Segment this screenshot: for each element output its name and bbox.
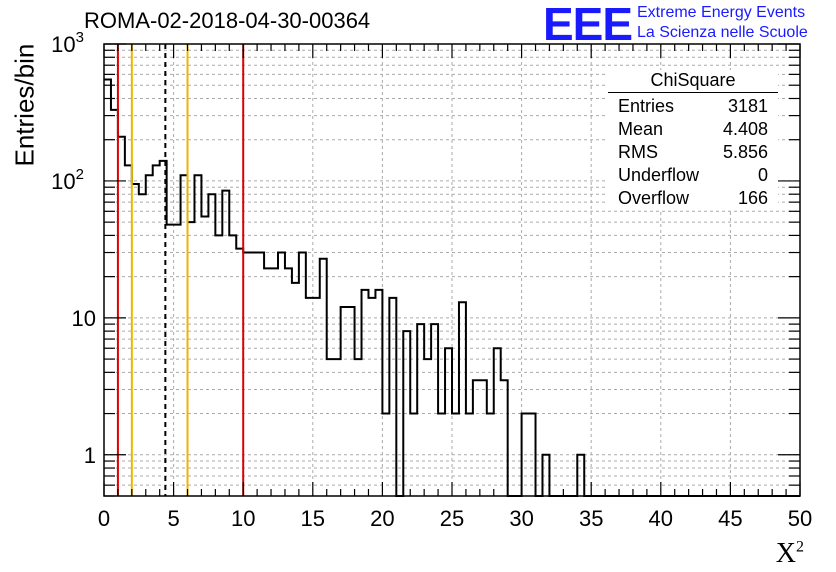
stats-row-mean: Mean 4.408 <box>608 118 778 141</box>
x-tick-label: 0 <box>98 506 110 531</box>
stats-row-overflow: Overflow 166 <box>608 187 778 210</box>
eee-logo: EEE <box>543 0 633 50</box>
y-tick-label: 102 <box>51 166 84 194</box>
y-tick-label: 103 <box>51 29 84 57</box>
chart-title: ROMA-02-2018-04-30-00364 <box>84 8 371 33</box>
x-axis-label-base: X <box>775 538 796 569</box>
stats-row-rms: RMS 5.856 <box>608 141 778 164</box>
x-tick-label: 20 <box>370 506 394 531</box>
x-tick-label: 30 <box>509 506 533 531</box>
stats-label: Underflow <box>618 165 700 185</box>
x-tick-label: 10 <box>231 506 255 531</box>
x-tick-label: 15 <box>301 506 325 531</box>
logo-line1: Extreme Energy Events <box>637 4 806 21</box>
stats-value: 4.408 <box>722 119 768 139</box>
stats-value: 3181 <box>727 96 768 116</box>
x-axis-label-sup: 2 <box>796 538 804 556</box>
y-tick-label: 1 <box>84 443 96 468</box>
stats-row-entries: Entries 3181 <box>608 95 778 118</box>
x-tick-label: 50 <box>788 506 812 531</box>
stats-label: Overflow <box>618 188 690 208</box>
stats-label: Mean <box>618 119 664 139</box>
stats-title: ChiSquare <box>608 70 778 93</box>
y-tick-label: 10 <box>72 306 96 331</box>
stats-box: ChiSquare Entries 3181 Mean 4.408 RMS 5.856… <box>608 70 778 210</box>
stats-value: 0 <box>757 165 768 185</box>
x-tick-label: 40 <box>649 506 673 531</box>
x-tick-label: 45 <box>718 506 742 531</box>
stats-value: 166 <box>737 188 768 208</box>
x-tick-label: 35 <box>579 506 603 531</box>
stats-label: Entries <box>618 96 675 116</box>
stats-label: RMS <box>618 142 658 162</box>
logo-line2: La Scienza nelle Scuole <box>637 24 808 41</box>
x-tick-label: 25 <box>440 506 464 531</box>
stats-row-underflow: Underflow 0 <box>608 164 778 187</box>
stats-value: 5.856 <box>722 142 768 162</box>
y-axis-label: Entries/bin <box>9 43 40 167</box>
x-tick-label: 5 <box>167 506 179 531</box>
x-axis-label: X2 <box>776 538 804 570</box>
